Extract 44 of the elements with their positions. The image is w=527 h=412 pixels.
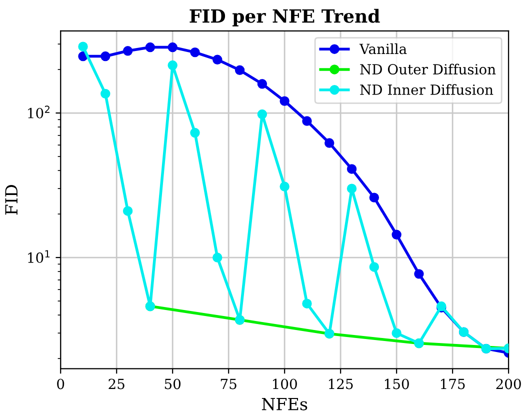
point [392,230,402,240]
point [234,65,245,76]
point [302,298,312,308]
y-axis-title: FID [5,185,18,215]
point [100,88,110,99]
point [280,96,290,106]
point [369,192,380,202]
point [302,116,312,126]
y-tick-label: 10$^{2}$ [28,106,50,118]
legend-label: ND Inner Diffusion [360,84,494,95]
x-tick-label: 200 [496,378,521,390]
point [168,60,178,70]
x-tick-label: 50 [164,378,181,390]
point [346,184,357,194]
point [346,164,357,174]
point [257,109,268,120]
point [280,182,290,192]
point [190,47,200,58]
point [392,328,402,338]
x-tick-label: 150 [385,378,409,390]
point [414,269,424,279]
point [145,42,156,52]
y-tick-label: 10$^{1}$ [28,250,50,263]
x-tick-label: 25 [108,378,124,390]
point [78,42,88,52]
x-tick-label: 100 [273,378,297,390]
point [122,46,133,56]
point [257,79,268,89]
legend-label: ND Outer Diffusion [360,64,496,75]
point [369,262,380,272]
x-tick-label: 0 [57,378,64,390]
x-tick-label: 175 [441,378,465,390]
x-tick-label: 75 [220,378,236,390]
point [190,128,200,138]
legend-label: Vanilla [359,43,407,54]
point [212,252,222,262]
x-axis-title: NFEs [262,398,308,410]
point [122,206,133,216]
point [100,51,110,62]
x-tick-label: 125 [329,378,353,390]
point [212,54,222,65]
chart-title: FID per NFE Trend [190,8,380,26]
point [168,42,178,52]
point [324,138,334,148]
